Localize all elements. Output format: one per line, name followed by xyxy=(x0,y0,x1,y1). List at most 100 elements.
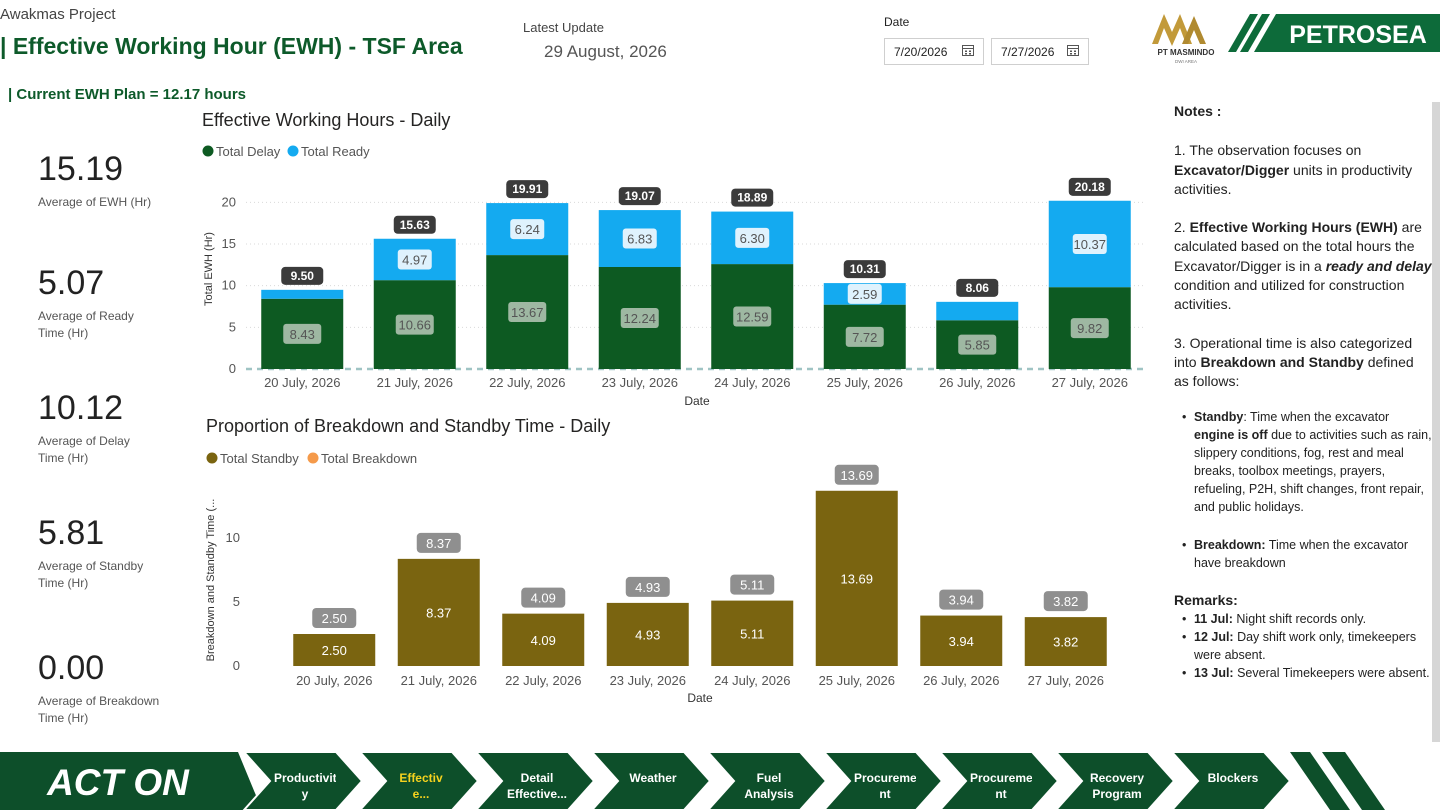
standby-breakdown-chart: Proportion of Breakdown and Standby Time… xyxy=(205,416,1107,705)
total-label-box xyxy=(730,574,775,595)
nav-item-7[interactable]: Procureme nt Tracke... xyxy=(970,771,1032,804)
total-data-label: 2.50 xyxy=(322,611,347,626)
note-1: 1. The observation focuses on Excavator/… xyxy=(1174,142,1413,197)
date-end-input[interactable]: 7/27/2026 xyxy=(991,38,1089,65)
nav-chevron xyxy=(358,752,480,810)
total-label-box xyxy=(416,532,461,553)
nav-item-1[interactable]: Productivit y xyxy=(274,771,336,801)
bar-standby[interactable] xyxy=(815,490,898,666)
bar-standby[interactable] xyxy=(293,634,376,666)
bar-standby[interactable] xyxy=(1024,617,1107,666)
x-tick-label: 26 July, 2026 xyxy=(923,673,999,688)
y-tick-label: 5 xyxy=(229,319,236,334)
total-data-label: 19.91 xyxy=(512,182,542,196)
bar-standby[interactable] xyxy=(711,600,794,666)
nav-chevron xyxy=(242,752,364,810)
calendar-icon[interactable] xyxy=(1066,43,1080,57)
ready-label-box xyxy=(397,249,432,270)
note-2: 2. Effective Working Hours (EWH) are cal… xyxy=(1174,219,1432,313)
remark-item: • 12 Jul: Day shift work only, timekeeper… xyxy=(1182,629,1417,662)
remarks-list: • 11 Jul: Night shift records only. • 12 J… xyxy=(1182,610,1432,682)
total-data-label: 5.11 xyxy=(740,578,764,593)
notes-scrollbar[interactable] xyxy=(1432,102,1440,742)
chart2-title: Proportion of Breakdown and Standby Time… xyxy=(206,416,610,436)
legend-ready-marker xyxy=(287,145,299,157)
kpi-ready-value: 5.07 xyxy=(38,264,105,302)
standby-data-label: 4.93 xyxy=(635,627,660,642)
chart2-y-axis-title: Breakdown and Standby Time (... xyxy=(205,499,217,662)
total-label-box xyxy=(956,278,999,297)
nav-chevron xyxy=(590,752,712,810)
delay-data-label: 7.72 xyxy=(852,330,877,345)
petrosea-logo-text: PETROSEA xyxy=(1289,21,1427,49)
y-tick-label: 10 xyxy=(222,278,236,293)
nav-item-3[interactable]: Detail Effective... xyxy=(506,771,568,801)
nav-item-6[interactable]: Procureme nt Tracke... xyxy=(854,771,916,804)
page-title: | Effective Working Hour (EWH) - TSF Are… xyxy=(0,33,463,59)
bar-ready[interactable] xyxy=(261,289,344,299)
kpi-standby-label: Average of Standby Time (Hr) xyxy=(38,559,144,590)
bar-standby[interactable] xyxy=(920,615,1003,666)
masmindo-logo: PT MASMINDO DWI AREA xyxy=(1152,14,1215,64)
bar-standby[interactable] xyxy=(397,558,480,666)
delay-data-label: 5.85 xyxy=(965,338,990,353)
ready-label-box xyxy=(847,283,882,304)
nav-item-4[interactable]: Weather xyxy=(629,771,677,785)
ready-label-box xyxy=(622,228,657,249)
delay-data-label: 10.66 xyxy=(398,318,431,333)
x-tick-label: 24 July, 2026 xyxy=(714,375,790,390)
notes-heading: Notes : xyxy=(1174,103,1222,119)
chart1-y-axis-title: Total EWH (Hr) xyxy=(203,232,215,306)
calendar-icon[interactable] xyxy=(961,43,975,57)
legend-breakdown-marker xyxy=(307,452,319,464)
bar-ready[interactable] xyxy=(936,301,1019,321)
bar-standby[interactable] xyxy=(606,602,689,666)
actoin-logo-text: ACT ON xyxy=(46,762,190,803)
ready-label-box xyxy=(510,219,545,240)
total-data-label: 15.63 xyxy=(400,218,430,232)
delay-data-label: 13.67 xyxy=(511,305,544,320)
chart1-title: Effective Working Hours - Daily xyxy=(202,110,450,130)
nav-item-9[interactable]: Blockers xyxy=(1207,771,1259,785)
legend-delay-label: Total Delay xyxy=(216,144,281,159)
standby-data-label: 4.09 xyxy=(531,633,556,648)
kpi-delay-value: 10.12 xyxy=(38,389,124,427)
remarks-heading: Remarks: xyxy=(1174,591,1238,608)
kpi-standby-value: 5.81 xyxy=(38,514,105,552)
legend-breakdown-label: Total Breakdown xyxy=(321,451,417,466)
ready-data-label: 4.97 xyxy=(402,252,427,267)
ready-data-label: 10.37 xyxy=(1073,237,1106,252)
standby-definition: • Standby: Time when the excavator engine… xyxy=(1182,409,1432,514)
nav-item-2[interactable]: Effectiv e... xyxy=(399,771,443,801)
standby-data-label: 5.11 xyxy=(740,626,764,641)
x-tick-label: 20 July, 2026 xyxy=(296,673,372,688)
date-filter-label: Date xyxy=(884,15,910,29)
total-label-box xyxy=(1043,591,1088,612)
delay-label-box xyxy=(1070,318,1109,339)
standby-data-label: 3.82 xyxy=(1053,635,1078,650)
x-tick-label: 23 July, 2026 xyxy=(602,375,678,390)
nav-item-5[interactable]: Fuel Analysis xyxy=(744,771,794,801)
ready-data-label: 6.24 xyxy=(515,222,540,237)
total-data-label: 8.06 xyxy=(966,281,990,295)
nav-item-8[interactable]: Recovery Program xyxy=(1089,771,1145,801)
bar-standby[interactable] xyxy=(502,613,585,666)
remark-item: • 11 Jul: Night shift records only. xyxy=(1182,611,1367,626)
date-start-input[interactable]: 7/20/2026 xyxy=(884,38,984,65)
latest-update-label: Latest Update xyxy=(523,20,604,35)
ewh-plan-text: | Current EWH Plan = 12.17 hours xyxy=(8,86,247,103)
y-tick-label: 10 xyxy=(226,530,240,545)
chart1-x-axis-title: Date xyxy=(684,394,710,408)
kpi-ewh-value: 15.19 xyxy=(38,150,124,188)
total-data-label: 3.94 xyxy=(949,593,974,608)
y-tick-label: 20 xyxy=(222,194,236,209)
total-label-box xyxy=(625,576,670,597)
nav-chevron xyxy=(938,752,1060,810)
delay-label-box xyxy=(395,314,434,335)
legend-standby-marker xyxy=(206,452,218,464)
masmindo-logo-text: PT MASMINDO xyxy=(1158,48,1215,57)
nav-chevron xyxy=(474,752,596,810)
x-tick-label: 26 July, 2026 xyxy=(939,375,1015,390)
x-tick-label: 21 July, 2026 xyxy=(377,375,453,390)
total-data-label: 20.18 xyxy=(1075,180,1105,194)
